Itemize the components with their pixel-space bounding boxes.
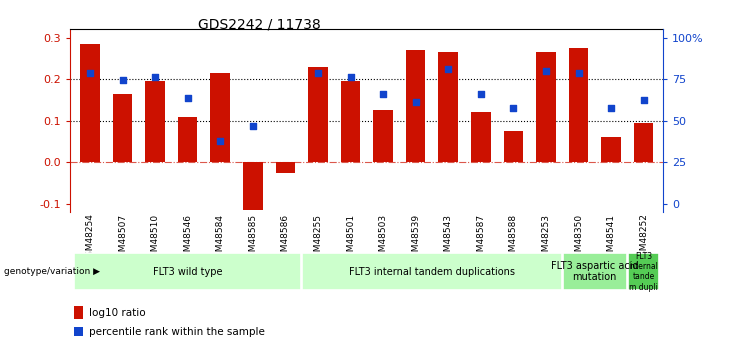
Point	[214, 138, 226, 144]
Bar	[569, 48, 588, 162]
Point	[410, 99, 422, 105]
FancyBboxPatch shape	[563, 253, 627, 290]
FancyBboxPatch shape	[74, 253, 301, 290]
Point	[508, 106, 519, 111]
Bar	[243, 162, 262, 210]
Point	[605, 106, 617, 111]
Text: FLT3 aspartic acid
mutation: FLT3 aspartic acid mutation	[551, 261, 639, 283]
Bar	[210, 73, 230, 162]
Bar	[439, 52, 458, 162]
Point	[573, 70, 585, 76]
Point	[442, 66, 454, 71]
Text: log10 ratio: log10 ratio	[89, 308, 145, 317]
Point	[475, 91, 487, 97]
Point	[312, 70, 324, 76]
Point	[247, 123, 259, 128]
Text: genotype/variation ▶: genotype/variation ▶	[4, 267, 100, 276]
Bar	[471, 112, 491, 162]
Text: GDS2242 / 11738: GDS2242 / 11738	[198, 17, 321, 31]
Point	[182, 95, 193, 101]
Bar	[536, 52, 556, 162]
Bar	[634, 123, 654, 162]
FancyBboxPatch shape	[628, 253, 659, 290]
Bar	[113, 94, 133, 162]
Bar	[341, 81, 360, 162]
Point	[377, 91, 389, 97]
Bar	[308, 67, 328, 162]
Bar	[373, 110, 393, 162]
Text: FLT3 internal tandem duplications: FLT3 internal tandem duplications	[349, 267, 515, 277]
Text: FLT3 wild type: FLT3 wild type	[153, 267, 222, 277]
Point	[116, 78, 128, 83]
Point	[540, 68, 552, 73]
Point	[149, 75, 161, 80]
Bar	[145, 81, 165, 162]
Bar	[80, 44, 100, 162]
Bar	[406, 50, 425, 162]
Bar	[74, 306, 83, 319]
Point	[638, 97, 650, 103]
FancyBboxPatch shape	[302, 253, 562, 290]
Bar	[276, 162, 295, 173]
Bar	[504, 131, 523, 162]
Bar	[74, 327, 83, 336]
Bar	[601, 137, 621, 162]
Text: FLT3
internal
tande
m dupli: FLT3 internal tande m dupli	[628, 252, 659, 292]
Point	[84, 70, 96, 76]
Point	[345, 75, 356, 80]
Bar	[178, 117, 197, 162]
Text: percentile rank within the sample: percentile rank within the sample	[89, 327, 265, 336]
